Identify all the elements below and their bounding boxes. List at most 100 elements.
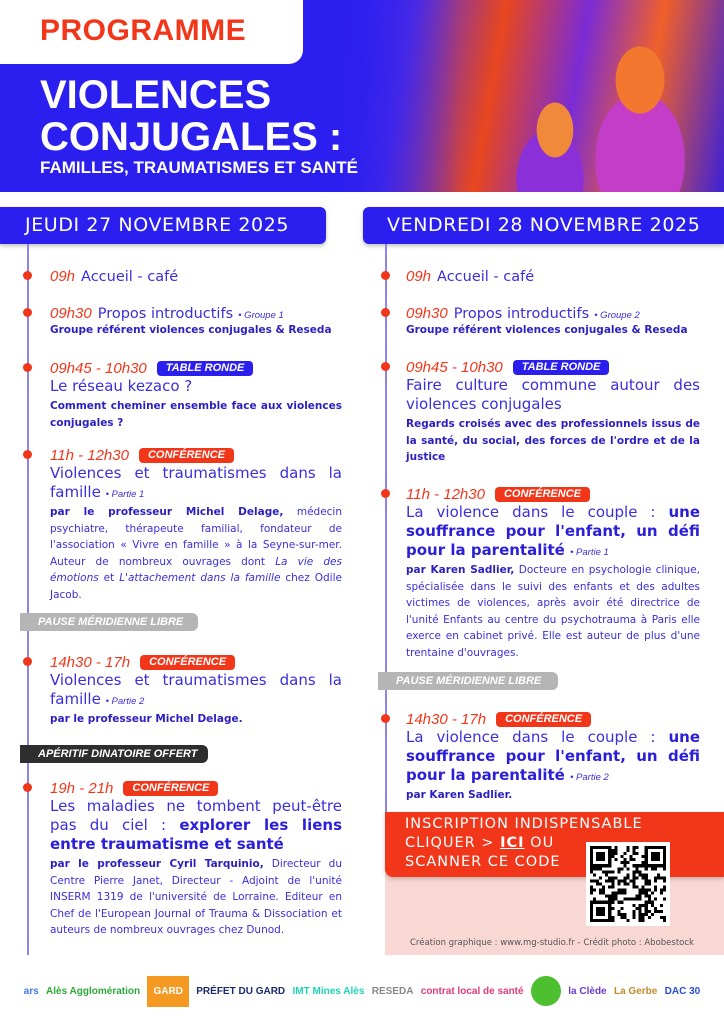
session-title: Violences et traumatismes dans la famill…	[50, 671, 342, 709]
item-label: Propos introductifs	[453, 306, 590, 322]
item-part: • Partie 1	[105, 489, 145, 500]
item-time: 11h - 12h30	[406, 486, 485, 503]
description-segment: par Karen Sadlier.	[406, 789, 513, 801]
description-segment: et	[98, 572, 120, 584]
timeline-dot	[23, 450, 32, 459]
schedule-item: 11h - 12h30 CONFÉRENCE La violence dans le…	[406, 484, 700, 661]
description-segment: La vie des émotions	[50, 555, 342, 585]
session-description: par le professeur Cyril Tarquinio, Direc…	[50, 856, 342, 939]
schedule-item: 09h Accueil - café	[50, 266, 342, 285]
session-title: Faire culture commune autour des violenc…	[406, 376, 700, 414]
item-label: Propos introductifs	[97, 306, 234, 322]
item-time: 11h - 12h30	[50, 447, 129, 464]
title-segment: une souffrance pour l'enfant, un défi po…	[406, 728, 700, 784]
item-header: 09h30 Propos introductifs • Groupe 1	[50, 303, 342, 322]
partner-logo: Alès Agglomération	[46, 985, 141, 997]
session-title: Le réseau kezaco ?	[50, 377, 342, 396]
item-header: 14h30 - 17h CONFÉRENCE	[406, 709, 700, 728]
session-type-badge: CONFÉRENCE	[140, 655, 236, 670]
title-segment: Le réseau kezaco ?	[50, 377, 193, 395]
programme-label: PROGRAMME	[0, 0, 303, 64]
item-header: 09h45 - 10h30 TABLE RONDE	[50, 358, 342, 377]
timeline-dot	[23, 363, 32, 372]
schedule-item: 09h Accueil - café	[406, 266, 700, 285]
session-description: par le professeur Michel Delage.	[50, 711, 342, 728]
timeline-dot	[381, 362, 390, 371]
item-header: 09h Accueil - café	[406, 266, 700, 285]
item-part: • Partie 2	[105, 696, 145, 707]
item-time: 14h30 - 17h	[406, 711, 487, 728]
session-description: Groupe référent violences conjugales & R…	[50, 322, 342, 339]
schedule-item: 14h30 - 17h CONFÉRENCE Violences et trauma…	[50, 652, 342, 728]
description-segment: chez Odile Jacob.	[50, 572, 342, 601]
timeline-dot	[381, 271, 390, 280]
partner-logo: DAC 30	[664, 985, 701, 997]
description-segment: par le professeur Michel Delage.	[50, 713, 243, 725]
timeline-dot	[381, 714, 390, 723]
item-header: 11h - 12h30 CONFÉRENCE	[406, 484, 700, 503]
description-segment: médecin psychiatre, thérapeute familial,…	[50, 506, 343, 568]
session-type-badge: CONFÉRENCE	[138, 448, 234, 463]
item-header: 11h - 12h30 CONFÉRENCE	[50, 445, 342, 464]
day-1-date: JEUDI 27 NOVEMBRE 2025	[0, 207, 326, 244]
timeline-dot	[23, 657, 32, 666]
timeline-dot	[23, 308, 32, 317]
session-title: La violence dans le couple : une souffra…	[406, 503, 700, 560]
description-segment: Comment cheminer ensemble face aux viole…	[50, 400, 342, 429]
credits: Création graphique : www.mg-studio.fr - …	[410, 938, 694, 948]
title-segment: une souffrance pour l'enfant, un défi po…	[406, 503, 700, 559]
registration-link[interactable]: ICI	[500, 835, 525, 851]
session-description: par Karen Sadlier, Docteure en psycholog…	[406, 562, 700, 661]
break-label: APÉRITIF DINATOIRE OFFERT	[20, 745, 208, 763]
session-type-badge: TABLE RONDE	[512, 360, 610, 375]
description-segment: par Karen Sadlier,	[406, 564, 515, 576]
schedule-item: 19h - 21h CONFÉRENCE Les maladies ne tombe…	[50, 778, 342, 939]
description-segment: par le professeur Cyril Tarquinio,	[50, 858, 264, 870]
session-title: La violence dans le couple : une souffra…	[406, 728, 700, 785]
item-label: Accueil - café	[437, 269, 535, 285]
item-header: 09h Accueil - café	[50, 266, 342, 285]
item-part: • Partie 1	[570, 547, 609, 558]
item-time: 09h30	[406, 305, 448, 322]
partner-logo: contrat local de santé	[420, 985, 524, 997]
qr-code[interactable]	[586, 842, 670, 926]
item-header: 09h30 Propos introductifs • Groupe 2	[406, 303, 700, 322]
item-part: • Groupe 1	[238, 310, 284, 321]
item-label: Accueil - café	[81, 269, 179, 285]
schedule-item: 14h30 - 17h CONFÉRENCE La violence dans le…	[406, 709, 700, 804]
title-segment: explorer les liens entre traumatisme et …	[50, 816, 342, 853]
partner-logo	[530, 976, 561, 1006]
break-label: PAUSE MÉRIDIENNE LIBRE	[378, 672, 558, 690]
description-segment: Docteure en psychologie clinique, spécia…	[406, 564, 700, 659]
schedule-item: 11h - 12h30 CONFÉRENCE Violences et trauma…	[50, 445, 342, 603]
description-segment: Regards croisés avec des professionnels …	[406, 418, 700, 463]
session-description: Groupe référent violences conjugales & R…	[406, 322, 700, 339]
partner-logos: ars Alès Agglomération GARD PRÉFET DU GARD I…	[0, 958, 724, 1024]
item-time: 09h45 - 10h30	[406, 359, 503, 376]
partner-logo: PRÉFET DU GARD	[196, 985, 286, 997]
description-segment: L'attachement dans la famille	[119, 572, 281, 584]
page-subtitle: FAMILLES, TRAUMATISMES ET SANTÉ	[40, 158, 358, 177]
description-segment: Groupe référent violences conjugales & R…	[406, 324, 688, 336]
session-type-badge: CONFÉRENCE	[123, 781, 219, 796]
title-segment: Violences et traumatismes dans la famill…	[50, 671, 342, 708]
partner-logo: La Gerbe	[613, 985, 658, 997]
timeline-day-2	[385, 244, 387, 812]
session-type-badge: TABLE RONDE	[156, 361, 254, 376]
description-segment: Groupe référent violences conjugales & R…	[50, 324, 332, 336]
description-segment: par le professeur Michel Delage,	[50, 506, 284, 518]
description-segment: Directeur du Centre Pierre Janet, Direct…	[50, 858, 342, 936]
partner-logo: ars	[23, 985, 39, 997]
title-segment: La violence dans le couple :	[406, 503, 669, 521]
partner-logo: IMT Mines Alès	[292, 985, 365, 997]
title-segment: Faire culture commune autour des violenc…	[406, 376, 700, 413]
title-segment: Violences et traumatismes dans la famill…	[50, 464, 342, 501]
break-label: PAUSE MÉRIDIENNE LIBRE	[20, 613, 198, 631]
schedule-item: 09h30 Propos introductifs • Groupe 1 Group…	[50, 303, 342, 339]
timeline-day-1	[27, 244, 29, 955]
session-title: Les maladies ne tombent peut-être pas du…	[50, 797, 342, 854]
item-time: 09h30	[50, 305, 92, 322]
title-segment: Les maladies ne tombent peut-être pas du…	[50, 797, 342, 834]
timeline-dot	[23, 271, 32, 280]
partner-logo: GARD	[147, 975, 189, 1007]
